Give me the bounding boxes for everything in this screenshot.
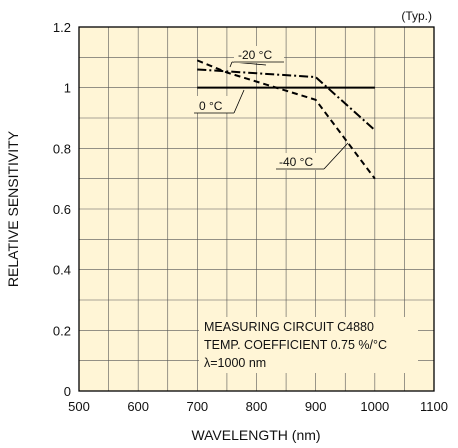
label-minus40: -40 °C (279, 155, 313, 169)
x-tick-label: 1100 (420, 399, 448, 414)
y-tick-label: 0.6 (53, 202, 71, 217)
measuring-note: MEASURING CIRCUIT C4880 TEMP. COEFFICIEN… (199, 317, 418, 373)
x-tick-labels: 500 600 700 800 900 1000 1100 (68, 399, 448, 414)
y-tick-label: 0.2 (53, 323, 71, 338)
x-tick-label: 900 (305, 399, 327, 414)
y-tick-label: 0 (64, 384, 71, 399)
y-tick-label: 1.2 (53, 20, 71, 35)
note-line-1: MEASURING CIRCUIT C4880 (204, 320, 374, 334)
note-line-2: TEMP. COEFFICIENT 0.75 %/°C (204, 338, 387, 352)
x-tick-label: 800 (246, 399, 268, 414)
x-tick-label: 600 (127, 399, 149, 414)
typ-label: (Typ.) (401, 9, 432, 23)
x-axis-label: WAVELENGTH (nm) (191, 427, 320, 443)
x-tick-label: 500 (68, 399, 90, 414)
y-tick-label: 0.4 (53, 263, 71, 278)
y-axis-label: RELATIVE SENSITIVITY (5, 130, 21, 287)
label-minus20: -20 °C (238, 48, 272, 62)
x-tick-label: 700 (186, 399, 208, 414)
note-line-3: λ=1000 nm (204, 356, 266, 370)
y-tick-label: 0.8 (53, 141, 71, 156)
y-tick-label: 1 (64, 81, 71, 96)
y-tick-labels: 0 0.2 0.4 0.6 0.8 1 1.2 (53, 20, 71, 399)
x-tick-label: 1000 (360, 399, 389, 414)
label-0c: 0 °C (199, 99, 223, 113)
